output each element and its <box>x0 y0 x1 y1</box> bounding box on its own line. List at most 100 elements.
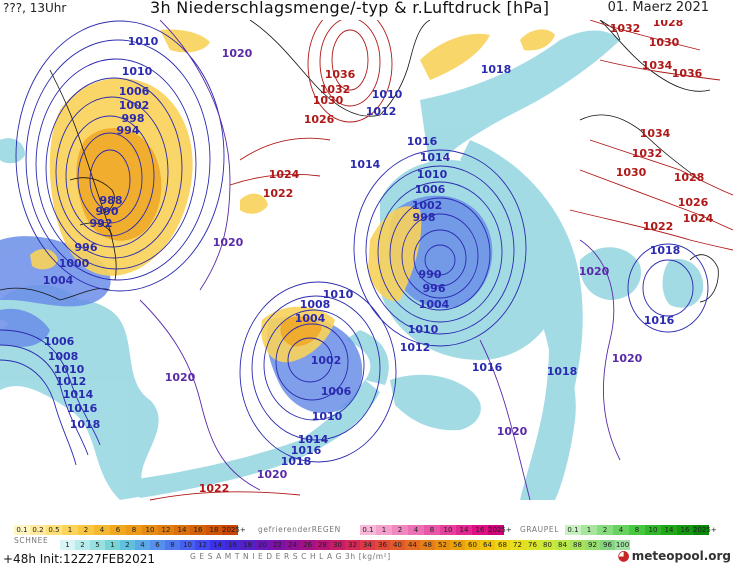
legend-swatch: 18 <box>206 525 222 535</box>
legend-swatch: 34 <box>360 540 375 550</box>
legend-swatch: 40 <box>390 540 405 550</box>
meteopool-logo: ◕ meteopool.org <box>618 548 731 564</box>
isobar-label: 1030 <box>649 36 680 49</box>
legend-swatch: 2 <box>75 540 90 550</box>
isobar-label: 1014 <box>420 151 451 164</box>
isobar-label: 1006 <box>44 335 75 348</box>
legend-swatch: 18 <box>240 540 255 550</box>
isobar-label: 1020 <box>257 468 288 481</box>
isobar-label: 996 <box>423 282 446 295</box>
isobar-label: 1020 <box>612 352 643 365</box>
legend-swatch: 0.2 <box>30 525 46 535</box>
legend-swatch: 32 <box>345 540 360 550</box>
isobar-label: 1026 <box>678 196 709 209</box>
isobar-label: 1010 <box>323 288 354 301</box>
isobars-low-west <box>15 20 225 292</box>
isobar-label: 1016 <box>644 314 675 327</box>
isobar-label: 1008 <box>300 298 331 311</box>
isobars-west-bands <box>0 329 101 466</box>
isobar-label: 1016 <box>407 135 438 148</box>
legend-swatch: 2 <box>392 525 408 535</box>
isobar-label: 1018 <box>281 455 312 468</box>
isobar-label: 1034 <box>640 127 671 140</box>
isobar-label: 1020 <box>165 371 196 384</box>
isobar-label: 990 <box>96 205 119 218</box>
legend-swatch: 14 <box>210 540 225 550</box>
legend-swatch: 80 <box>540 540 555 550</box>
legend-swatch: 14 <box>456 525 472 535</box>
legend-swatch: 2025+ <box>693 525 717 535</box>
isobar-label: 1020 <box>222 47 253 60</box>
isobar-label: 1004 <box>419 298 450 311</box>
isobar-label: 1006 <box>321 385 352 398</box>
isobar-label: 990 <box>419 268 442 281</box>
legend-swatch: 88 <box>570 540 585 550</box>
legend-graupel-label: GRAUPEL <box>520 525 559 534</box>
legend-swatch: 1 <box>581 525 597 535</box>
legend-swatch: 8 <box>629 525 645 535</box>
isobar-label: 1034 <box>642 59 673 72</box>
legend-swatch: 24 <box>285 540 300 550</box>
isobar-label: 1012 <box>400 341 431 354</box>
isobar-label: 1004 <box>295 312 326 325</box>
legend-swatch: 8 <box>424 525 440 535</box>
isobar-label: 988 <box>100 194 123 207</box>
isobar-label: 1020 <box>579 265 610 278</box>
legend-swatch: 0.1 <box>360 525 376 535</box>
isobars-low-south <box>239 281 397 463</box>
valid-time-label: ???, 13Uhr <box>3 1 67 15</box>
legend-swatch: 2 <box>78 525 94 535</box>
isobar-label: 1010 <box>128 35 159 48</box>
isobars-mid <box>139 20 621 501</box>
isobar-label: 1016 <box>291 444 322 457</box>
legend-swatch: 10 <box>440 525 456 535</box>
legend-swatch: 2 <box>120 540 135 550</box>
legend-swatch: 8 <box>126 525 142 535</box>
isobar-label: 1010 <box>122 65 153 78</box>
legend-swatch: 16 <box>677 525 693 535</box>
isobars-low-central <box>353 149 527 347</box>
isobar-label: 1002 <box>119 99 150 112</box>
legend-total-label: G E S A M T N I E D E R S C H L A G 3h [… <box>190 552 391 561</box>
legend-swatch: 52 <box>435 540 450 550</box>
isobar-label: 996 <box>75 241 98 254</box>
legend-swatch: 12 <box>158 525 174 535</box>
isobar-label: 998 <box>413 211 436 224</box>
legend-swatch: 10 <box>645 525 661 535</box>
isobar-label: 1032 <box>632 147 663 160</box>
pressure-precip-map: 1010102010101006100299899498899099299610… <box>0 20 733 501</box>
isobar-label: 1028 <box>653 20 684 29</box>
legend-swatch: 20 <box>255 540 270 550</box>
legend-swatch: 36 <box>375 540 390 550</box>
legend-swatch: 2 <box>597 525 613 535</box>
isobar-label: 1012 <box>366 105 397 118</box>
isobar-label: 1024 <box>269 168 300 181</box>
legend-swatch: 16 <box>190 525 206 535</box>
isobar-label: 1024 <box>683 212 714 225</box>
legend-swatch: 6 <box>110 525 126 535</box>
legend-freezing-rain-scale: 0.1 1 2 4 8 10 14 16 2025+ <box>360 525 512 535</box>
legend-swatch: 1 <box>105 540 120 550</box>
isobar-label: 1018 <box>650 244 681 257</box>
isobar-label: 1008 <box>48 350 79 363</box>
isobar-label: 1022 <box>263 187 294 200</box>
isobar-label: 1000 <box>59 257 90 270</box>
legend-swatch: 4 <box>94 525 110 535</box>
isobar-label: 1002 <box>412 199 443 212</box>
legend-swatch: 12 <box>195 540 210 550</box>
legend-swatch: 16 <box>472 525 488 535</box>
isobar-label: 1010 <box>54 363 85 376</box>
legend-swatch: 8 <box>165 540 180 550</box>
isobar-label: 1016 <box>67 402 98 415</box>
legend-swatch: 0.5 <box>46 525 62 535</box>
isobar-label: 1028 <box>674 171 705 184</box>
isobar-label: 1020 <box>497 425 528 438</box>
legend-snow-label: SCHNEE <box>14 536 49 545</box>
isobar-label: 1012 <box>56 375 87 388</box>
isobar-label: 1022 <box>643 220 674 233</box>
legend-swatch: 4 <box>613 525 629 535</box>
legend-swatch: 10 <box>142 525 158 535</box>
legend-swatch: 28 <box>315 540 330 550</box>
legend-swatch: 14 <box>661 525 677 535</box>
isobar-label: 1010 <box>372 88 403 101</box>
